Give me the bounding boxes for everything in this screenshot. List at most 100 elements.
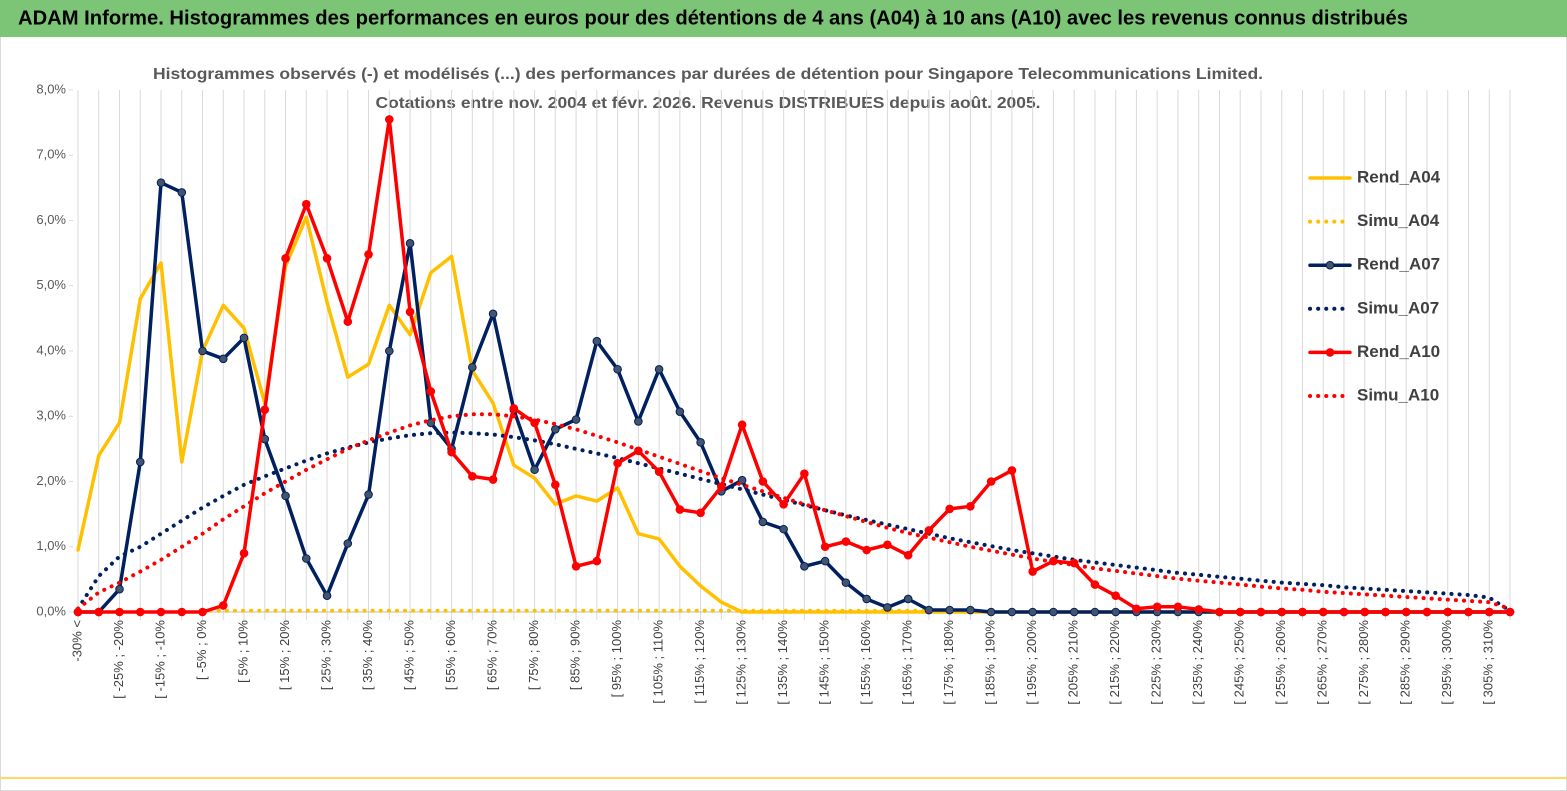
x-tick-label: [ 245% ; 250% [1232,620,1247,705]
series-marker [758,477,768,486]
series-marker [1007,466,1017,475]
series-marker [1215,607,1224,617]
series-marker [966,605,975,615]
series-marker [1007,607,1017,617]
y-tick-label: 6,0% [36,212,66,227]
series-marker [385,115,394,124]
x-tick-label: [ 75% ; 80% [526,620,541,691]
series-marker [115,584,124,594]
y-tick-label: 0,0% [36,603,66,618]
series-marker [1443,607,1453,617]
x-tick-label: [ 215% ; 220% [1107,620,1122,705]
x-tick-label: [ 235% ; 240% [1190,620,1205,705]
y-tick-label: 2,0% [36,473,66,488]
series-marker [1381,607,1390,617]
x-tick-label: [ 265% ; 270% [1315,620,1330,705]
series-marker [820,556,830,566]
series-marker [1028,567,1037,576]
series-marker [779,524,788,534]
series-marker [571,415,581,424]
series-marker [447,447,456,457]
series-marker [405,307,415,317]
series-marker [1173,602,1183,612]
series-marker [1339,607,1349,617]
banner [0,0,1567,37]
series-marker [592,556,602,566]
series-marker [385,346,394,356]
series-marker [1028,607,1037,617]
series-marker [613,364,622,374]
series-marker [260,405,270,415]
x-tick-label: [ -15% ; -10% [152,620,167,699]
x-tick-label: [ 125% ; 130% [734,620,749,705]
series-marker [488,475,498,484]
series-marker [924,605,934,615]
series-marker [218,601,228,610]
banner-text: ADAM Informe. Histogrammes des performan… [18,7,1408,29]
series-marker [883,603,892,612]
series-marker [551,425,560,434]
series-marker [1152,602,1162,612]
series-marker [1318,607,1328,617]
x-tick-label: [ 45% ; 50% [401,620,416,691]
series-marker [426,387,436,396]
series-marker [135,457,145,467]
series-marker [322,591,332,600]
series-marker [571,562,581,571]
x-tick-label: [ 15% ; 20% [277,620,292,691]
legend-label: Rend_A04 [1357,167,1441,186]
series-marker [986,477,996,486]
series-marker [1484,607,1494,617]
series-marker [1422,607,1432,617]
series-marker [198,346,207,356]
x-tick-label: [ 195% ; 200% [1024,620,1039,705]
chart-title: Histogrammes observés (-) et modélisés (… [153,66,1263,83]
x-tick-label: [ 115% ; 120% [692,620,707,704]
series-marker [135,607,145,617]
x-tick-label: [ 135% ; 140% [775,620,790,705]
x-tick-label: [ 305% ; 310% [1481,620,1496,705]
legend-marker [1325,348,1335,357]
series-marker [654,467,664,477]
series-marker [94,607,104,617]
series-marker [1505,607,1515,617]
series-marker [1298,607,1307,617]
series-marker [177,607,187,617]
x-tick-label: [ 225% ; 230% [1149,620,1164,705]
x-tick-label: [ 25% ; 30% [318,620,333,691]
x-tick-label: [ -25% ; -20% [111,620,126,699]
x-tick-label: [ 5% ; 10% [235,620,250,683]
series-marker [1069,607,1079,617]
legend-label: Simu_A10 [1357,385,1439,404]
series-marker [405,239,415,248]
series-marker [903,550,913,560]
x-tick-label: [ 295% ; 300% [1439,620,1454,705]
series-line [76,412,1512,611]
series-marker [281,254,290,263]
series-marker [468,471,477,481]
series-marker [654,364,664,374]
series-marker [322,254,332,263]
series-marker [1049,607,1058,617]
series-marker [1401,607,1411,617]
series-marker [156,178,166,187]
series-marker [758,517,768,527]
series-marker [696,508,705,518]
x-tick-label: [ 55% ; 60% [443,620,458,691]
series-marker [239,333,249,343]
series-marker [1090,607,1100,617]
series-marker [239,548,249,558]
x-tick-label: [ 205% ; 210% [1066,620,1081,705]
series-marker [841,537,851,546]
series-marker [737,420,747,430]
x-tick-label: [ 35% ; 40% [360,620,375,691]
legend-label: Simu_A07 [1357,298,1439,317]
y-tick-label: 1,0% [36,538,66,553]
series-marker [800,562,809,571]
series-marker [551,480,560,490]
series-marker [696,438,705,447]
series-marker [364,250,373,259]
x-tick-label: [ 255% ; 260% [1273,620,1288,705]
legend-marker [1325,260,1335,270]
series-marker [1111,591,1120,600]
